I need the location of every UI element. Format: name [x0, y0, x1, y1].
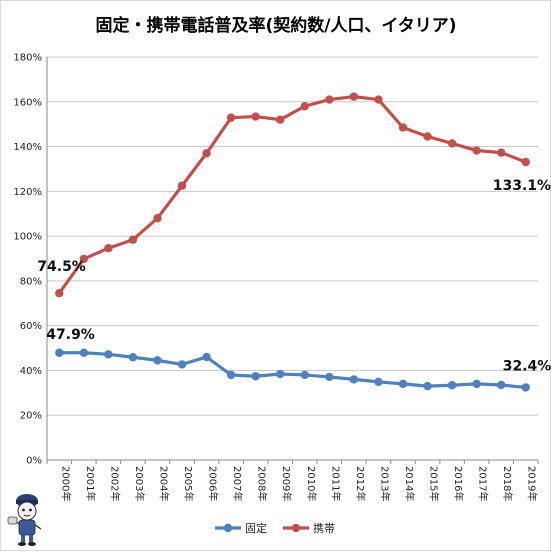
- data-point: [521, 383, 530, 392]
- x-tick-label: 2012年: [354, 466, 367, 501]
- x-tick-label: 2008年: [256, 466, 269, 501]
- x-tick-label: 2011年: [329, 466, 342, 501]
- data-point: [496, 380, 506, 390]
- x-tick-label: 2014年: [403, 466, 416, 501]
- y-tick-label: 160%: [13, 97, 42, 108]
- data-point: [472, 146, 481, 155]
- x-tick-label: 2001年: [84, 466, 97, 501]
- chart-title: 固定・携帯電話普及率(契約数/人口、イタリア): [95, 15, 456, 36]
- data-point: [374, 95, 383, 104]
- grid-lines: [47, 56, 538, 461]
- data-point: [104, 350, 113, 359]
- data-point: [202, 149, 211, 158]
- data-point: [128, 353, 138, 362]
- data-point: [128, 235, 138, 244]
- data-point: [472, 379, 481, 389]
- data-point: [177, 181, 187, 190]
- data-point: [374, 377, 383, 387]
- legend-label: 携帯: [313, 521, 335, 535]
- data-point: [251, 112, 260, 121]
- data-point: [349, 92, 359, 101]
- data-point: [300, 102, 309, 111]
- x-tick-label: 2016年: [452, 466, 465, 501]
- x-tick-label: 2015年: [428, 466, 441, 501]
- y-tick-label: 180%: [13, 53, 42, 64]
- data-point: [104, 244, 113, 253]
- mascot-icon: [7, 494, 42, 546]
- data-label: 133.1%: [493, 178, 551, 194]
- y-axis-tick-labels: 0% 20% 40% 60% 80% 100% 120% 140% 160% 180%: [13, 53, 42, 467]
- data-point: [79, 348, 89, 357]
- x-axis-tick-labels: 2000年 2001年 2002年 2003年 2004年 2005年 2006年 2007年…: [59, 466, 538, 501]
- data-point: [521, 157, 530, 167]
- data-point: [177, 360, 187, 369]
- data-point: [300, 370, 309, 380]
- legend-item: 携帯: [283, 521, 335, 535]
- y-tick-label: 140%: [13, 142, 42, 153]
- data-point: [447, 139, 457, 148]
- data-point: [251, 372, 260, 381]
- data-label: 47.9%: [46, 327, 95, 343]
- data-point: [496, 148, 506, 157]
- data-point: [349, 375, 359, 384]
- data-point: [202, 352, 211, 362]
- x-tick-label: 2006年: [207, 466, 220, 501]
- data-point: [423, 381, 432, 391]
- data-point: [55, 289, 64, 298]
- series-landline: [55, 348, 530, 392]
- x-tick-label: 2005年: [182, 466, 195, 501]
- y-tick-label: 40%: [20, 366, 42, 377]
- y-tick-label: 60%: [20, 321, 42, 332]
- data-point: [325, 95, 334, 104]
- data-point: [79, 254, 89, 264]
- x-tick-label: 2017年: [477, 466, 490, 501]
- data-point: [325, 372, 334, 382]
- data-labels: 74.5% 133.1% 47.9% 32.4%: [37, 178, 551, 374]
- data-point: [276, 115, 285, 124]
- x-tick-label: 2018年: [501, 466, 514, 501]
- data-point: [276, 369, 285, 379]
- legend-swatch-marker: [291, 523, 301, 533]
- data-point: [55, 348, 64, 357]
- y-tick-label: 120%: [13, 187, 42, 198]
- legend: 固定 携帯: [215, 521, 335, 535]
- y-tick-label: 80%: [20, 276, 42, 287]
- x-tick-label: 2002年: [108, 466, 121, 501]
- axes: [46, 57, 539, 464]
- data-label: 74.5%: [37, 259, 86, 275]
- data-point: [398, 379, 408, 389]
- x-tick-label: 2010年: [305, 466, 318, 501]
- legend-item: 固定: [215, 521, 267, 535]
- data-point: [447, 381, 457, 390]
- data-point: [226, 113, 236, 122]
- x-tick-label: 2003年: [133, 466, 146, 501]
- x-tick-label: 2007年: [231, 466, 244, 501]
- legend-swatch-marker: [223, 523, 233, 533]
- series-mobile: [55, 92, 530, 298]
- y-tick-label: 20%: [20, 411, 42, 422]
- data-point: [423, 132, 432, 141]
- data-point: [153, 356, 162, 365]
- x-tick-label: 2004年: [157, 466, 170, 501]
- data-point: [153, 214, 162, 223]
- data-point: [398, 123, 408, 132]
- data-label: 32.4%: [503, 358, 551, 374]
- y-tick-label: 100%: [13, 232, 42, 243]
- series-line: [57, 95, 527, 295]
- x-tick-label: 2000年: [59, 466, 72, 501]
- legend-label: 固定: [245, 521, 267, 535]
- x-tick-label: 2009年: [280, 466, 293, 501]
- data-point: [226, 370, 236, 380]
- series-lines: [55, 92, 530, 392]
- x-tick-label: 2019年: [526, 466, 539, 501]
- x-tick-label: 2013年: [378, 466, 391, 501]
- y-tick-label: 0%: [26, 456, 42, 467]
